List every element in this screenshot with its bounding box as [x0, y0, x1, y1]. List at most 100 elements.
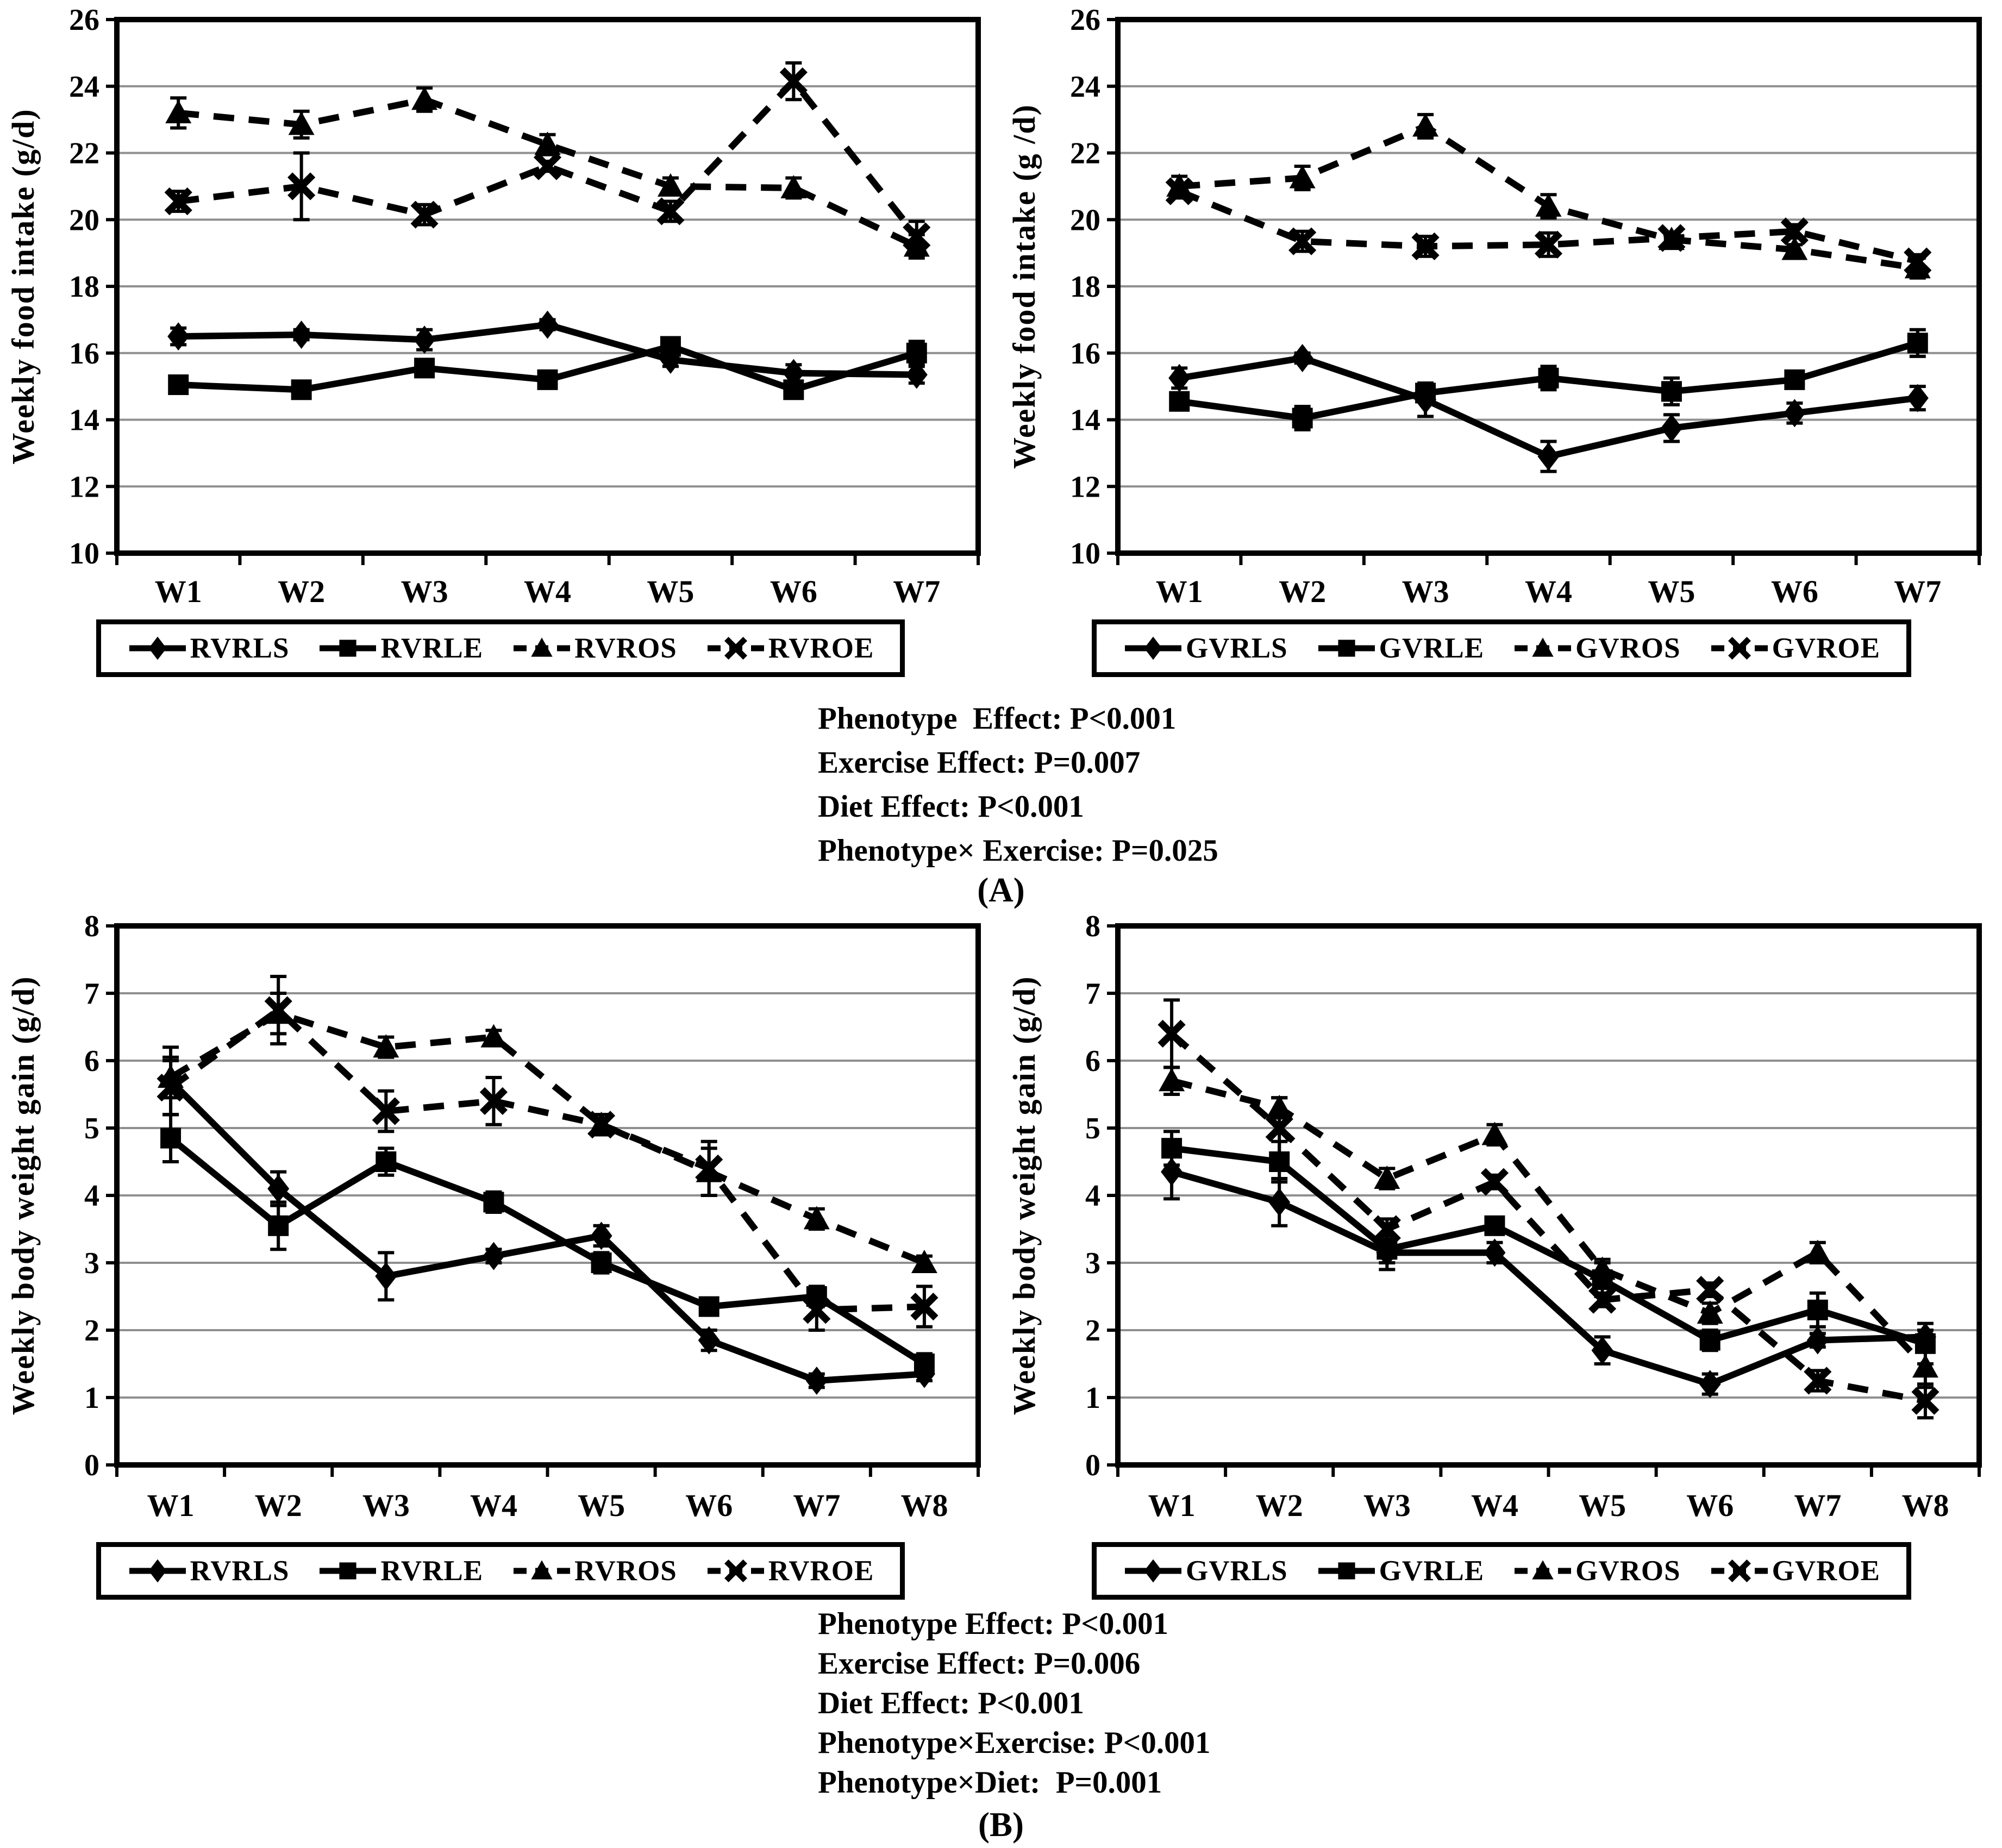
x-tick-label: W1: [1148, 1488, 1196, 1523]
x-marker-icon: [1780, 217, 1809, 246]
legend-label: GVROS: [1575, 1555, 1681, 1587]
y-tick-label: 7: [84, 977, 99, 1011]
triangle-marker-icon: [480, 1024, 507, 1048]
square-marker-icon: [783, 379, 804, 400]
error-bars: [162, 975, 933, 1332]
x-tick-label: W6: [770, 574, 817, 609]
gridlines: [1118, 85, 1979, 488]
x-legend-marker-icon: [1711, 637, 1768, 660]
triangle-marker-icon: [1535, 193, 1562, 217]
triangle-marker-icon: [657, 173, 684, 197]
square-marker-icon: [1784, 369, 1805, 390]
x-tick-label: W8: [1901, 1488, 1949, 1523]
x-tick-label: W2: [1279, 574, 1326, 609]
error-bars: [170, 61, 925, 253]
diamond-marker-icon: [167, 322, 190, 351]
legend-label: RVRLS: [190, 1555, 290, 1587]
triangle-marker-icon: [911, 1250, 937, 1273]
y-tick-label: 6: [84, 1044, 99, 1078]
triangle-marker-icon: [165, 99, 192, 123]
legend: RVRLS RVRLE RVROS RVROE: [96, 1542, 905, 1600]
stat-line: Phenotype Effect: P<0.001: [818, 1607, 1169, 1641]
y-tick-label: 12: [69, 470, 99, 504]
square-marker-icon: [339, 640, 357, 657]
y-tick-label: 2: [84, 1314, 99, 1348]
chart-plot: 0 1 2 3 4 5 6 7 8 Weekly body weight gain (g/d) W1…: [1006, 912, 1982, 1523]
y-tick-label: 8: [84, 912, 99, 943]
chart-plot: 0 1 2 3 4 5 6 7 8 Weekly body weight gain (g/d) W1…: [5, 912, 981, 1523]
diamond-marker-icon: [1906, 384, 1929, 412]
x-tick-label: W1: [1156, 574, 1203, 609]
legend: RVRLS RVRLE RVROS RVROE: [96, 619, 905, 677]
square-marker-icon: [268, 1215, 289, 1236]
x-legend-marker-icon: [1711, 1559, 1768, 1582]
series-line: [168, 1006, 925, 1313]
series-line: [168, 1078, 925, 1385]
square-marker-icon: [1161, 1138, 1183, 1159]
x-legend-marker-icon: [707, 1559, 764, 1582]
series-GVRLE: [1169, 328, 1928, 431]
diamond-marker-icon: [1168, 364, 1191, 392]
legend-item-gvrle: GVRLE: [1316, 632, 1484, 665]
legend-item-rvrle: RVRLE: [317, 632, 483, 665]
diamond-marker-icon: [414, 325, 436, 354]
stat-line: Exercise Effect: P=0.006: [818, 1646, 1141, 1681]
square-legend-marker-icon: [320, 1562, 377, 1580]
diamond-legend-marker-icon: [129, 1559, 186, 1583]
y-axis-title: Weekly food intake (g/d): [5, 108, 41, 464]
triangle-marker-icon: [288, 111, 315, 135]
y-tick-label: 14: [69, 404, 99, 437]
food-intake-chart-rvr: 10 12 14 16 18 20 22 24 26 Weekly food intake (g/…: [0, 5, 1001, 677]
square-marker-icon: [339, 1562, 357, 1580]
x-marker-icon: [910, 1293, 939, 1321]
series-line: [1171, 1168, 1926, 1388]
diamond-marker-icon: [290, 320, 312, 349]
stat-line: Diet Effect: P<0.001: [818, 790, 1084, 824]
y-tick-label: 14: [1070, 404, 1100, 437]
y-tick-label: 10: [69, 537, 99, 571]
series-RVROE: [157, 975, 939, 1332]
diamond-legend-marker-icon: [1125, 1559, 1182, 1583]
triangle-marker-icon: [531, 1560, 553, 1580]
diamond-marker-icon: [148, 1559, 167, 1583]
diamond-marker-icon: [1660, 414, 1682, 442]
x-marker-icon: [157, 1074, 185, 1102]
series-RVROE: [164, 61, 931, 253]
triangle-marker-icon: [1781, 236, 1808, 260]
square-marker-icon: [1415, 383, 1436, 404]
x-marker-icon: [1804, 1367, 1832, 1395]
y-tick-label: 5: [1085, 1112, 1100, 1145]
y-tick-label: 18: [69, 270, 99, 304]
square-marker-icon: [660, 336, 681, 357]
triangle-marker-icon: [1481, 1122, 1508, 1145]
diamond-marker-icon: [536, 310, 559, 339]
y-tick-label: 12: [1070, 470, 1100, 504]
series-GVRLS: [1168, 343, 1929, 473]
x-marker-icon: [724, 1559, 747, 1582]
x-tick-label: W5: [578, 1488, 625, 1523]
x-marker-icon: [1411, 232, 1440, 260]
square-marker-icon: [1661, 381, 1682, 402]
square-marker-icon: [414, 358, 435, 379]
x-marker-icon: [410, 201, 439, 229]
diamond-marker-icon: [805, 1367, 828, 1395]
x-marker-icon: [695, 1154, 723, 1182]
triangle-marker-icon: [1532, 1560, 1554, 1580]
triangle-marker-icon: [373, 1034, 399, 1058]
triangle-marker-icon: [780, 174, 807, 198]
triangle-marker-icon: [1697, 1300, 1723, 1324]
square-marker-icon: [168, 374, 189, 396]
x-marker-icon: [779, 67, 808, 96]
legend-item-gvros: GVROS: [1512, 632, 1680, 665]
x-axis: W1 W2 W3 W4 W5 W6 W7 W8: [115, 1465, 980, 1523]
legend-item-rvrle: RVRLE: [317, 1555, 483, 1587]
x-marker-icon: [1158, 1019, 1186, 1048]
series-GVROS: [1159, 1066, 1938, 1389]
y-axis: 0 1 2 3 4 5 6 7 8: [84, 912, 117, 1482]
y-tick-label: 16: [1070, 337, 1100, 371]
y-tick-label: 18: [1070, 270, 1100, 304]
x-tick-label: W7: [1794, 1488, 1841, 1523]
x-axis: W1 W2 W3 W4 W5 W6 W7 W8: [1116, 1465, 1981, 1523]
diamond-marker-icon: [1537, 442, 1560, 471]
y-axis-title: Weekly body weight gain (g/d): [5, 976, 41, 1415]
